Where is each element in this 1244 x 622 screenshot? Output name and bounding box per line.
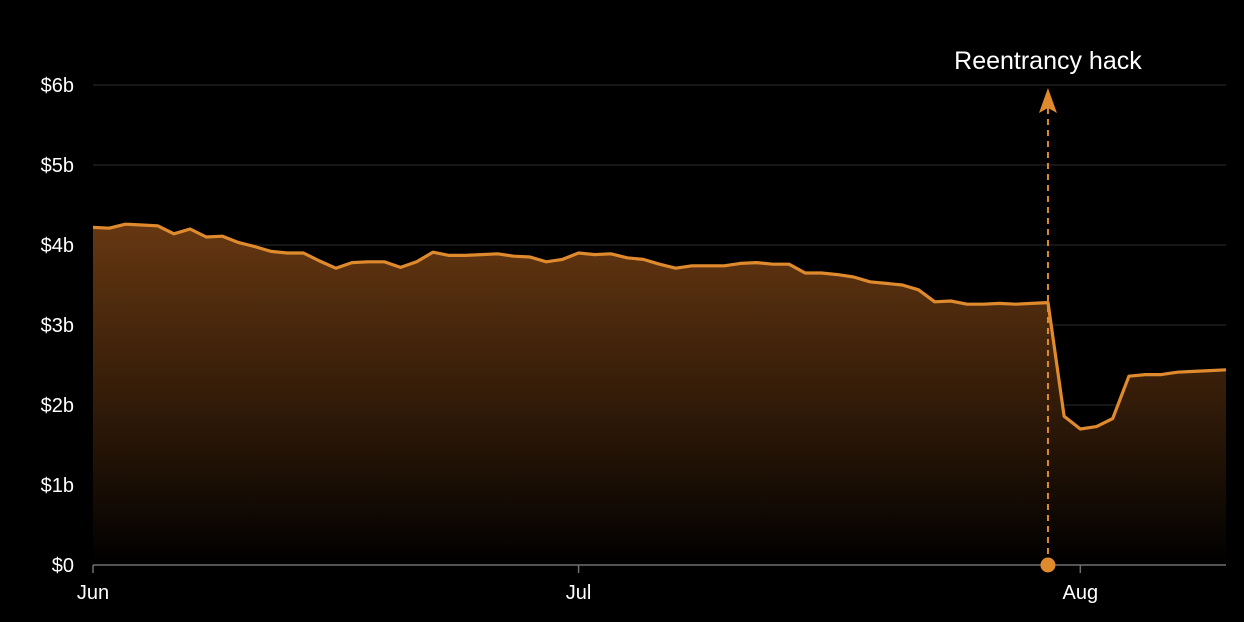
y-tick-label: $0	[52, 555, 74, 577]
area-fill	[93, 224, 1226, 565]
x-tick-label: Jul	[566, 582, 592, 604]
series-line	[93, 222, 1227, 431]
y-axis-tick-labels: $0 $1b $2b $3b $4b $5b $6b	[41, 75, 74, 577]
annotation-label: Reentrancy hack	[954, 47, 1142, 75]
x-axis-ticks: Jun Jul Aug	[77, 565, 1098, 604]
y-tick-label: $3b	[41, 315, 74, 337]
y-tick-label: $4b	[41, 235, 74, 257]
x-tick-label: Jun	[77, 582, 109, 604]
x-tick-label: Aug	[1063, 582, 1099, 604]
y-tick-label: $2b	[41, 395, 74, 417]
annotation-marker	[1040, 557, 1056, 573]
arrow-up-icon	[1038, 88, 1057, 113]
annotation: Reentrancy hack	[954, 47, 1142, 573]
y-tick-label: $5b	[41, 155, 74, 177]
y-tick-label: $1b	[41, 475, 74, 497]
y-tick-label: $6b	[41, 75, 74, 97]
